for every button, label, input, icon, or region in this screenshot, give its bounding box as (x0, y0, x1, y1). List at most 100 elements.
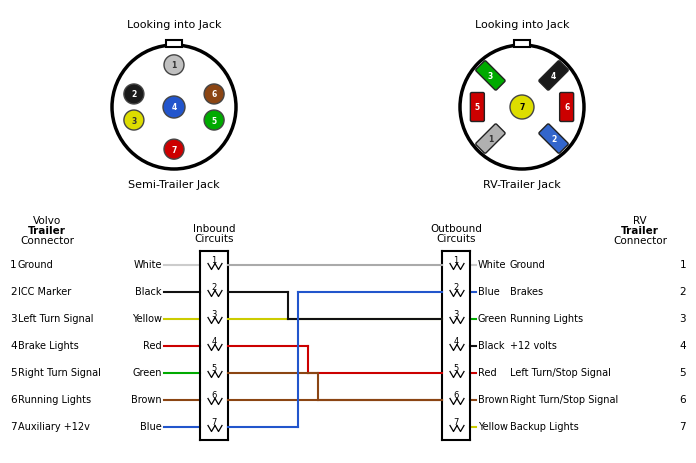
Text: 6: 6 (564, 103, 569, 112)
FancyBboxPatch shape (560, 94, 574, 122)
Text: Circuits: Circuits (436, 233, 476, 244)
Text: 4: 4 (453, 336, 459, 345)
Text: 2: 2 (679, 287, 686, 297)
Text: 3: 3 (488, 72, 493, 81)
Circle shape (164, 56, 184, 75)
Text: Connector: Connector (20, 236, 74, 245)
Text: 1: 1 (10, 260, 17, 270)
Text: 6: 6 (212, 390, 216, 399)
Text: 6: 6 (453, 390, 459, 399)
Text: RV-Trailer Jack: RV-Trailer Jack (483, 180, 561, 189)
Text: 5: 5 (212, 116, 216, 125)
Text: 1: 1 (488, 135, 493, 144)
Text: Running Lights: Running Lights (510, 314, 583, 324)
Text: Yellow: Yellow (478, 422, 508, 432)
Text: 3: 3 (132, 116, 136, 125)
FancyBboxPatch shape (476, 62, 505, 91)
Text: Volvo: Volvo (33, 216, 61, 225)
Text: 7: 7 (519, 103, 525, 112)
Text: 3: 3 (453, 309, 459, 319)
Text: 4: 4 (679, 341, 686, 351)
Circle shape (510, 96, 534, 120)
Text: Blue: Blue (141, 422, 162, 432)
Text: 5: 5 (475, 103, 480, 112)
Text: Yellow: Yellow (132, 314, 162, 324)
Text: White: White (478, 260, 507, 270)
Bar (166, 41, 182, 48)
Text: 5: 5 (453, 363, 459, 372)
Text: 1: 1 (679, 260, 686, 270)
Text: 4: 4 (10, 341, 17, 351)
Text: 2: 2 (132, 90, 136, 99)
Text: 2: 2 (551, 135, 556, 144)
Text: 6: 6 (10, 394, 17, 405)
Text: Red: Red (143, 341, 162, 351)
Bar (514, 41, 530, 48)
Circle shape (163, 97, 185, 119)
FancyBboxPatch shape (539, 125, 568, 154)
Text: 6: 6 (212, 90, 216, 99)
Text: 2: 2 (10, 287, 17, 297)
FancyBboxPatch shape (476, 125, 505, 154)
Text: 4: 4 (212, 336, 216, 345)
Text: Left Turn Signal: Left Turn Signal (18, 314, 93, 324)
Text: 4: 4 (171, 103, 177, 112)
Text: Black: Black (136, 287, 162, 297)
Text: Ground: Ground (18, 260, 54, 270)
Text: Green: Green (132, 368, 162, 378)
FancyBboxPatch shape (470, 94, 484, 122)
Text: 5: 5 (679, 368, 686, 378)
Text: Brakes: Brakes (510, 287, 543, 297)
Text: Right Turn Signal: Right Turn Signal (18, 368, 101, 378)
Text: 4: 4 (551, 72, 556, 81)
Text: Semi-Trailer Jack: Semi-Trailer Jack (128, 180, 220, 189)
Text: 5: 5 (212, 363, 216, 372)
Text: 2: 2 (453, 282, 459, 291)
Text: ICC Marker: ICC Marker (18, 287, 71, 297)
Text: 2: 2 (212, 282, 216, 291)
Text: Left Turn/Stop Signal: Left Turn/Stop Signal (510, 368, 611, 378)
Text: Circuits: Circuits (194, 233, 234, 244)
Text: 7: 7 (10, 422, 17, 432)
Text: Inbound: Inbound (193, 224, 235, 233)
Text: Looking into Jack: Looking into Jack (475, 20, 569, 30)
Text: Right Turn/Stop Signal: Right Turn/Stop Signal (510, 394, 618, 405)
Text: Backup Lights: Backup Lights (510, 422, 579, 432)
Text: Trailer: Trailer (28, 225, 66, 236)
Text: Connector: Connector (613, 236, 667, 245)
Text: Trailer: Trailer (621, 225, 659, 236)
Text: Auxiliary +12v: Auxiliary +12v (18, 422, 90, 432)
Text: 1: 1 (453, 256, 459, 264)
Circle shape (204, 85, 224, 105)
Text: RV: RV (633, 216, 647, 225)
Text: Blue: Blue (478, 287, 500, 297)
Text: 3: 3 (679, 314, 686, 324)
Text: 7: 7 (212, 417, 216, 426)
Text: 7: 7 (453, 417, 459, 426)
Text: 3: 3 (212, 309, 216, 319)
Text: Ground: Ground (510, 260, 546, 270)
Text: Black: Black (478, 341, 505, 351)
Text: 3: 3 (10, 314, 17, 324)
Text: Brown: Brown (132, 394, 162, 405)
Text: Brake Lights: Brake Lights (18, 341, 79, 351)
Text: 5: 5 (10, 368, 17, 378)
Circle shape (124, 85, 144, 105)
Text: Looking into Jack: Looking into Jack (127, 20, 221, 30)
Text: Running Lights: Running Lights (18, 394, 91, 405)
Text: 6: 6 (679, 394, 686, 405)
Text: White: White (134, 260, 162, 270)
Text: 1: 1 (171, 61, 177, 70)
Circle shape (204, 111, 224, 131)
Circle shape (124, 111, 144, 131)
Text: 7: 7 (679, 422, 686, 432)
Text: Brown: Brown (478, 394, 509, 405)
FancyBboxPatch shape (539, 62, 568, 91)
Circle shape (164, 140, 184, 160)
Text: Red: Red (478, 368, 497, 378)
Text: 7: 7 (171, 145, 177, 154)
Text: +12 volts: +12 volts (510, 341, 557, 351)
Text: 1: 1 (212, 256, 216, 264)
Text: Outbound: Outbound (430, 224, 482, 233)
Text: Green: Green (478, 314, 507, 324)
